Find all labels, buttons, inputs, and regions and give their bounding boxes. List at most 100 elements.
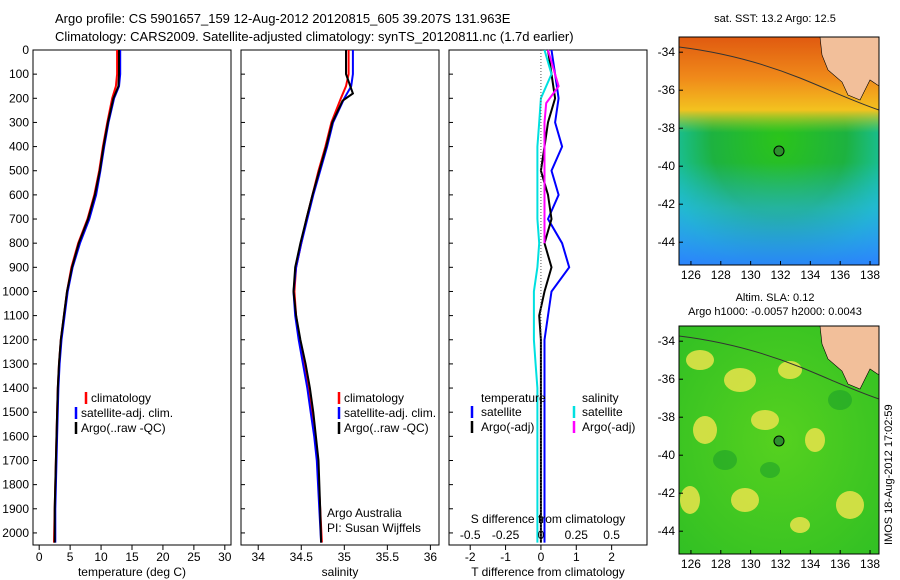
salinity-legend: climatology satellite-adj. clim. Argo(..…: [327, 391, 436, 535]
side-timestamp: IMOS 18-Aug-2012 17:02:59: [883, 404, 895, 545]
map-x-tick-label: 130: [741, 268, 761, 282]
map-y-tick-label: -40: [658, 448, 676, 462]
profile-title: Argo profile: CS 5901657_159 12-Aug-2012…: [55, 11, 511, 26]
sla-map-lows: [713, 390, 852, 478]
y-tick-label: 900: [9, 260, 29, 274]
y-tick-label: 1100: [3, 309, 29, 323]
diff-series-0: [543, 49, 571, 543]
temp-series-2: [53, 50, 120, 543]
map-y-tick-label: -40: [658, 159, 676, 173]
map-x-tick-label: 136: [830, 557, 850, 571]
legend-label-satellite: satellite-adj. clim.: [344, 406, 436, 420]
temperature-plot: [53, 50, 122, 543]
y-tick-label: 700: [9, 212, 29, 226]
y-tick-label: 0: [22, 43, 29, 57]
map-y-tick-label: -34: [658, 45, 676, 59]
x-top-tick-label: 0.5: [603, 528, 620, 542]
y-tick-label: 800: [9, 236, 29, 250]
salinity-plot: [292, 50, 355, 543]
map-x-tick-label: 126: [681, 268, 701, 282]
y-tick-label: 300: [9, 115, 29, 129]
s-difference-xlabel: S difference from climatology: [471, 512, 626, 526]
sal-series-1: [292, 50, 354, 543]
map-x-tick-label: 126: [681, 557, 701, 571]
map-y-tick-label: -42: [658, 197, 676, 211]
diff-series-3: [543, 49, 560, 244]
legend-label-climatology: climatology: [344, 391, 404, 405]
imos-timestamp-label: IMOS 18-Aug-2012 17:02:59: [883, 404, 895, 545]
x-tick-label: 35.5: [376, 550, 400, 564]
x-tick-label: -1: [500, 550, 511, 564]
climatology-subtitle: Climatology: CARS2009. Satellite-adjuste…: [55, 29, 574, 44]
map-y-tick-label: -38: [658, 121, 676, 135]
y-tick-label: 2000: [2, 526, 29, 540]
x-tick-label: 1: [573, 550, 580, 564]
sal-series-0: [293, 50, 350, 543]
legend-label-climatology: climatology: [91, 391, 151, 405]
y-tick-label: 1500: [2, 405, 29, 419]
map-y-tick-label: -42: [658, 486, 676, 500]
legend-label-t-argo: Argo(-adj): [481, 420, 534, 434]
x-tick-label: 20: [156, 550, 170, 564]
legend-label-argo: Argo(..raw -QC): [81, 421, 166, 435]
sst-map-frame: [678, 36, 880, 266]
y-tick-label: 200: [9, 91, 29, 105]
x-top-tick-label: -0.25: [492, 528, 520, 542]
sla-map-subtitle: Argo h1000: -0.0057 h2000: 0.0043: [688, 306, 862, 318]
x-top-tick-label: -0.5: [460, 528, 481, 542]
sla-map: [678, 325, 880, 555]
map-y-tick-label: -36: [658, 83, 676, 97]
map-x-tick-label: 138: [860, 557, 880, 571]
x-tick-label: 0: [538, 550, 545, 564]
map-x-tick-label: 134: [800, 268, 820, 282]
map-y-tick-label: -44: [658, 524, 676, 538]
x-top-tick-label: 0: [538, 528, 545, 542]
x-tick-label: 10: [94, 550, 108, 564]
y-tick-label: 1400: [2, 381, 29, 395]
map-x-tick-label: 138: [860, 268, 880, 282]
map-x-tick-label: 128: [711, 268, 731, 282]
x-tick-label: 5: [67, 550, 74, 564]
legend-label-s-argo: Argo(-adj): [582, 420, 635, 434]
y-tick-label: 1700: [2, 453, 29, 467]
map-x-tick-label: 132: [770, 557, 790, 571]
diff-series-1: [538, 49, 557, 543]
x-tick-label: 35: [338, 550, 352, 564]
y-tick-label: 1200: [2, 333, 29, 347]
legend-label-t-satellite: satellite: [481, 405, 522, 419]
difference-legend: temperature satellite Argo(-adj) salinit…: [470, 391, 635, 434]
sst-map-title: sat. SST: 13.2 Argo: 12.5: [714, 13, 836, 25]
y-tick-label: 1300: [2, 357, 29, 371]
y-tick-label: 1800: [2, 478, 29, 492]
y-tick-label: 400: [9, 140, 29, 154]
x-tick-label: 30: [218, 550, 232, 564]
sla-map-frame: [678, 325, 880, 555]
sla-map-highs: [680, 350, 864, 533]
sst-map: [678, 36, 880, 266]
legend-title-salinity: salinity: [582, 391, 619, 405]
x-tick-label: 36: [424, 550, 438, 564]
sla-argo-marker: [773, 435, 785, 447]
map-x-tick-label: 134: [800, 557, 820, 571]
legend-label-argo: Argo(..raw -QC): [344, 421, 429, 435]
map-y-tick-label: -36: [658, 372, 676, 386]
legend-title-temperature: temperature: [481, 391, 546, 405]
map-ticks: 126 128 130 132 134 136 138 -34 -36 -38 -40 -42 -44 1…: [658, 45, 881, 571]
temperature-legend: climatology satellite-adj. clim. Argo(..…: [74, 391, 173, 435]
map-y-tick-label: -44: [658, 235, 676, 249]
sst-map-contour: [678, 46, 880, 111]
map-x-tick-label: 128: [711, 557, 731, 571]
legend-label-s-satellite: satellite: [582, 405, 623, 419]
t-difference-xlabel: T difference from climatology: [471, 565, 625, 579]
map-x-tick-label: 136: [830, 268, 850, 282]
x-tick-label: -2: [465, 550, 476, 564]
salinity-annotation-line2: PI: Susan Wijffels: [327, 521, 421, 535]
y-tick-label: 1000: [2, 284, 29, 298]
sla-map-title: Altim. SLA: 0.12: [736, 292, 815, 304]
axes: 0 5 10 15 20 25 30 34 34.5 35 35.5 36 -2 -1 0 1 2 -0.5 -0.…: [2, 43, 620, 564]
temperature-xlabel: temperature (deg C): [78, 565, 186, 579]
x-tick-label: 2: [608, 550, 615, 564]
temperature-panel-frame: [32, 49, 232, 546]
temp-series-1: [54, 50, 122, 543]
